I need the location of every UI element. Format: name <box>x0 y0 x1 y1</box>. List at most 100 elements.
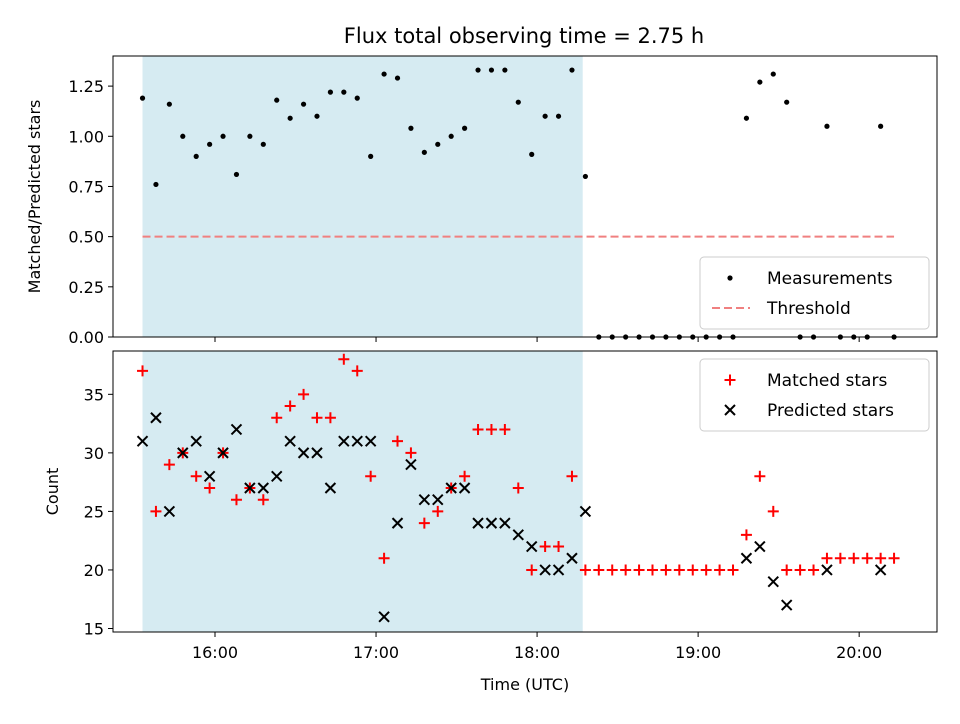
shaded-span <box>142 351 583 632</box>
data-point <box>542 113 548 119</box>
data-point <box>475 67 481 73</box>
data-point <box>660 564 672 576</box>
plot-frame <box>112 350 938 633</box>
panel-ratio: 0.00 0.25 0.50 0.75 1.00 1.25 Matched/Predicte… <box>25 55 938 347</box>
data-point <box>824 123 830 129</box>
legend-label: Threshold <box>766 299 851 319</box>
data-point <box>230 423 243 436</box>
y-tick-label: 0.25 <box>68 278 104 297</box>
data-point <box>324 482 337 494</box>
data-point <box>297 447 310 459</box>
data-point <box>405 458 417 471</box>
data-point <box>190 435 202 447</box>
data-point <box>217 447 229 459</box>
legend-marker <box>724 404 736 416</box>
data-point <box>284 435 296 447</box>
data-point <box>435 141 441 147</box>
data-point <box>324 412 336 424</box>
data-point <box>485 423 497 435</box>
data-point <box>300 101 307 107</box>
data-point <box>418 493 431 506</box>
data-point <box>351 365 363 377</box>
data-point <box>139 95 146 101</box>
data-point <box>368 153 374 159</box>
data-point <box>458 482 471 494</box>
y-axis-label: Count <box>43 468 62 516</box>
data-point <box>445 482 457 494</box>
data-point <box>244 482 256 494</box>
data-point <box>364 435 377 447</box>
x-axis-label: Time (UTC) <box>480 675 569 694</box>
data-point <box>421 149 427 155</box>
data-point <box>418 517 430 529</box>
data-point <box>606 564 618 576</box>
data-point <box>166 101 172 107</box>
data-point <box>579 505 592 518</box>
data-point <box>274 97 280 103</box>
series-plus <box>137 353 900 576</box>
shaded-span <box>142 56 583 337</box>
y-tick-label: 1.00 <box>68 127 104 146</box>
data-point <box>875 552 887 564</box>
data-point <box>271 412 283 424</box>
data-point <box>700 564 712 576</box>
data-point <box>351 435 363 447</box>
data-point <box>203 470 216 482</box>
data-point <box>821 552 833 564</box>
data-point <box>526 540 538 553</box>
data-point <box>539 541 551 553</box>
data-point <box>780 599 793 611</box>
y-tick-label: 1.25 <box>68 77 104 96</box>
data-point <box>874 564 887 576</box>
data-point <box>633 564 645 576</box>
data-point <box>566 552 578 564</box>
data-point <box>526 564 538 576</box>
data-point <box>646 564 658 576</box>
legend: Measurements Threshold <box>699 256 930 330</box>
data-point <box>512 529 524 541</box>
data-point <box>781 564 793 576</box>
data-point <box>848 552 860 564</box>
data-point <box>552 564 565 576</box>
data-point <box>784 99 790 105</box>
data-point <box>260 141 266 147</box>
data-point <box>394 75 401 81</box>
data-point <box>365 470 377 482</box>
data-point <box>287 115 293 121</box>
legend-label: Predicted stars <box>767 401 894 421</box>
y-tick-label: 0.75 <box>68 177 104 196</box>
data-point <box>257 494 269 506</box>
data-point <box>190 470 202 482</box>
legend-box <box>699 256 930 330</box>
data-point <box>485 517 498 529</box>
data-point <box>341 89 347 95</box>
chart-title: Flux total observing time = 2.75 h <box>344 24 704 48</box>
data-point <box>220 133 226 139</box>
panel-counts: 15 20 25 30 35 16:00 17:00 18:00 19:00 20:00 Count… <box>43 350 938 694</box>
data-point <box>247 133 253 139</box>
legend-box <box>699 358 930 432</box>
x-tick-label: 18:00 <box>514 643 560 662</box>
data-point <box>378 552 390 564</box>
y-tick-label: 25 <box>84 502 104 521</box>
data-point <box>153 181 159 188</box>
y-tick-label: 20 <box>84 561 104 580</box>
y-tick-label: 15 <box>84 619 104 638</box>
data-point <box>821 564 833 576</box>
data-point <box>579 564 591 576</box>
data-point <box>459 470 471 482</box>
data-point <box>405 447 417 459</box>
y-tick-label: 35 <box>84 385 104 404</box>
data-point <box>298 388 310 400</box>
data-point <box>462 125 468 131</box>
data-point <box>311 412 323 424</box>
x-tick-label: 19:00 <box>675 643 721 662</box>
data-point <box>136 435 149 447</box>
data-point <box>770 71 776 77</box>
data-point <box>878 123 884 129</box>
data-point <box>381 71 387 77</box>
data-point <box>408 125 414 131</box>
data-point <box>193 153 199 159</box>
data-point <box>727 564 739 576</box>
